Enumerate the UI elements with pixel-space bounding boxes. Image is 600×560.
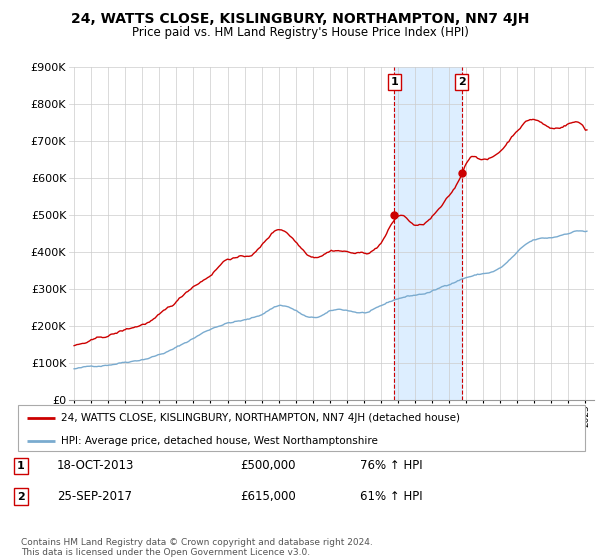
Text: 61% ↑ HPI: 61% ↑ HPI (360, 490, 422, 503)
Text: 2: 2 (17, 492, 25, 502)
Text: Price paid vs. HM Land Registry's House Price Index (HPI): Price paid vs. HM Land Registry's House … (131, 26, 469, 39)
Text: 24, WATTS CLOSE, KISLINGBURY, NORTHAMPTON, NN7 4JH (detached house): 24, WATTS CLOSE, KISLINGBURY, NORTHAMPTO… (61, 413, 460, 423)
Text: 25-SEP-2017: 25-SEP-2017 (57, 490, 132, 503)
Text: 18-OCT-2013: 18-OCT-2013 (57, 459, 134, 473)
Text: 76% ↑ HPI: 76% ↑ HPI (360, 459, 422, 473)
Text: HPI: Average price, detached house, West Northamptonshire: HPI: Average price, detached house, West… (61, 436, 377, 446)
Text: Contains HM Land Registry data © Crown copyright and database right 2024.
This d: Contains HM Land Registry data © Crown c… (21, 538, 373, 557)
Text: 1: 1 (391, 77, 398, 87)
Text: 1: 1 (17, 461, 25, 471)
Text: 2: 2 (458, 77, 466, 87)
Text: £615,000: £615,000 (240, 490, 296, 503)
Text: £500,000: £500,000 (240, 459, 296, 473)
Text: 24, WATTS CLOSE, KISLINGBURY, NORTHAMPTON, NN7 4JH: 24, WATTS CLOSE, KISLINGBURY, NORTHAMPTO… (71, 12, 529, 26)
Bar (394, 67, 461, 400)
